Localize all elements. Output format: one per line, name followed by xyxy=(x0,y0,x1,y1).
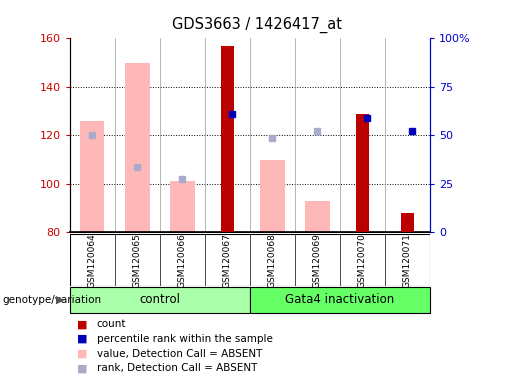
Text: genotype/variation: genotype/variation xyxy=(3,295,101,305)
Bar xyxy=(401,213,414,232)
Text: ■: ■ xyxy=(77,319,88,329)
Text: ■: ■ xyxy=(77,363,88,373)
Text: GSM120070: GSM120070 xyxy=(358,233,367,288)
Bar xyxy=(170,181,195,232)
Text: GSM120064: GSM120064 xyxy=(88,233,96,288)
Bar xyxy=(80,121,105,232)
Text: GSM120066: GSM120066 xyxy=(178,233,186,288)
Bar xyxy=(356,114,369,232)
Text: ▶: ▶ xyxy=(56,295,64,305)
Text: control: control xyxy=(139,293,180,306)
Text: count: count xyxy=(97,319,126,329)
Text: value, Detection Call = ABSENT: value, Detection Call = ABSENT xyxy=(97,349,262,359)
Bar xyxy=(250,287,430,313)
Text: GSM120068: GSM120068 xyxy=(268,233,277,288)
Bar xyxy=(305,201,330,232)
Text: GSM120069: GSM120069 xyxy=(313,233,322,288)
Text: GSM120067: GSM120067 xyxy=(223,233,232,288)
Text: GDS3663 / 1426417_at: GDS3663 / 1426417_at xyxy=(173,17,342,33)
Text: ■: ■ xyxy=(77,349,88,359)
Bar xyxy=(70,287,250,313)
Bar xyxy=(260,160,285,232)
Text: Gata4 inactivation: Gata4 inactivation xyxy=(285,293,394,306)
Bar xyxy=(221,46,234,232)
Text: GSM120065: GSM120065 xyxy=(133,233,142,288)
Text: percentile rank within the sample: percentile rank within the sample xyxy=(97,334,273,344)
Text: GSM120071: GSM120071 xyxy=(403,233,412,288)
Text: rank, Detection Call = ABSENT: rank, Detection Call = ABSENT xyxy=(97,363,257,373)
Bar xyxy=(125,63,149,232)
Text: ■: ■ xyxy=(77,334,88,344)
